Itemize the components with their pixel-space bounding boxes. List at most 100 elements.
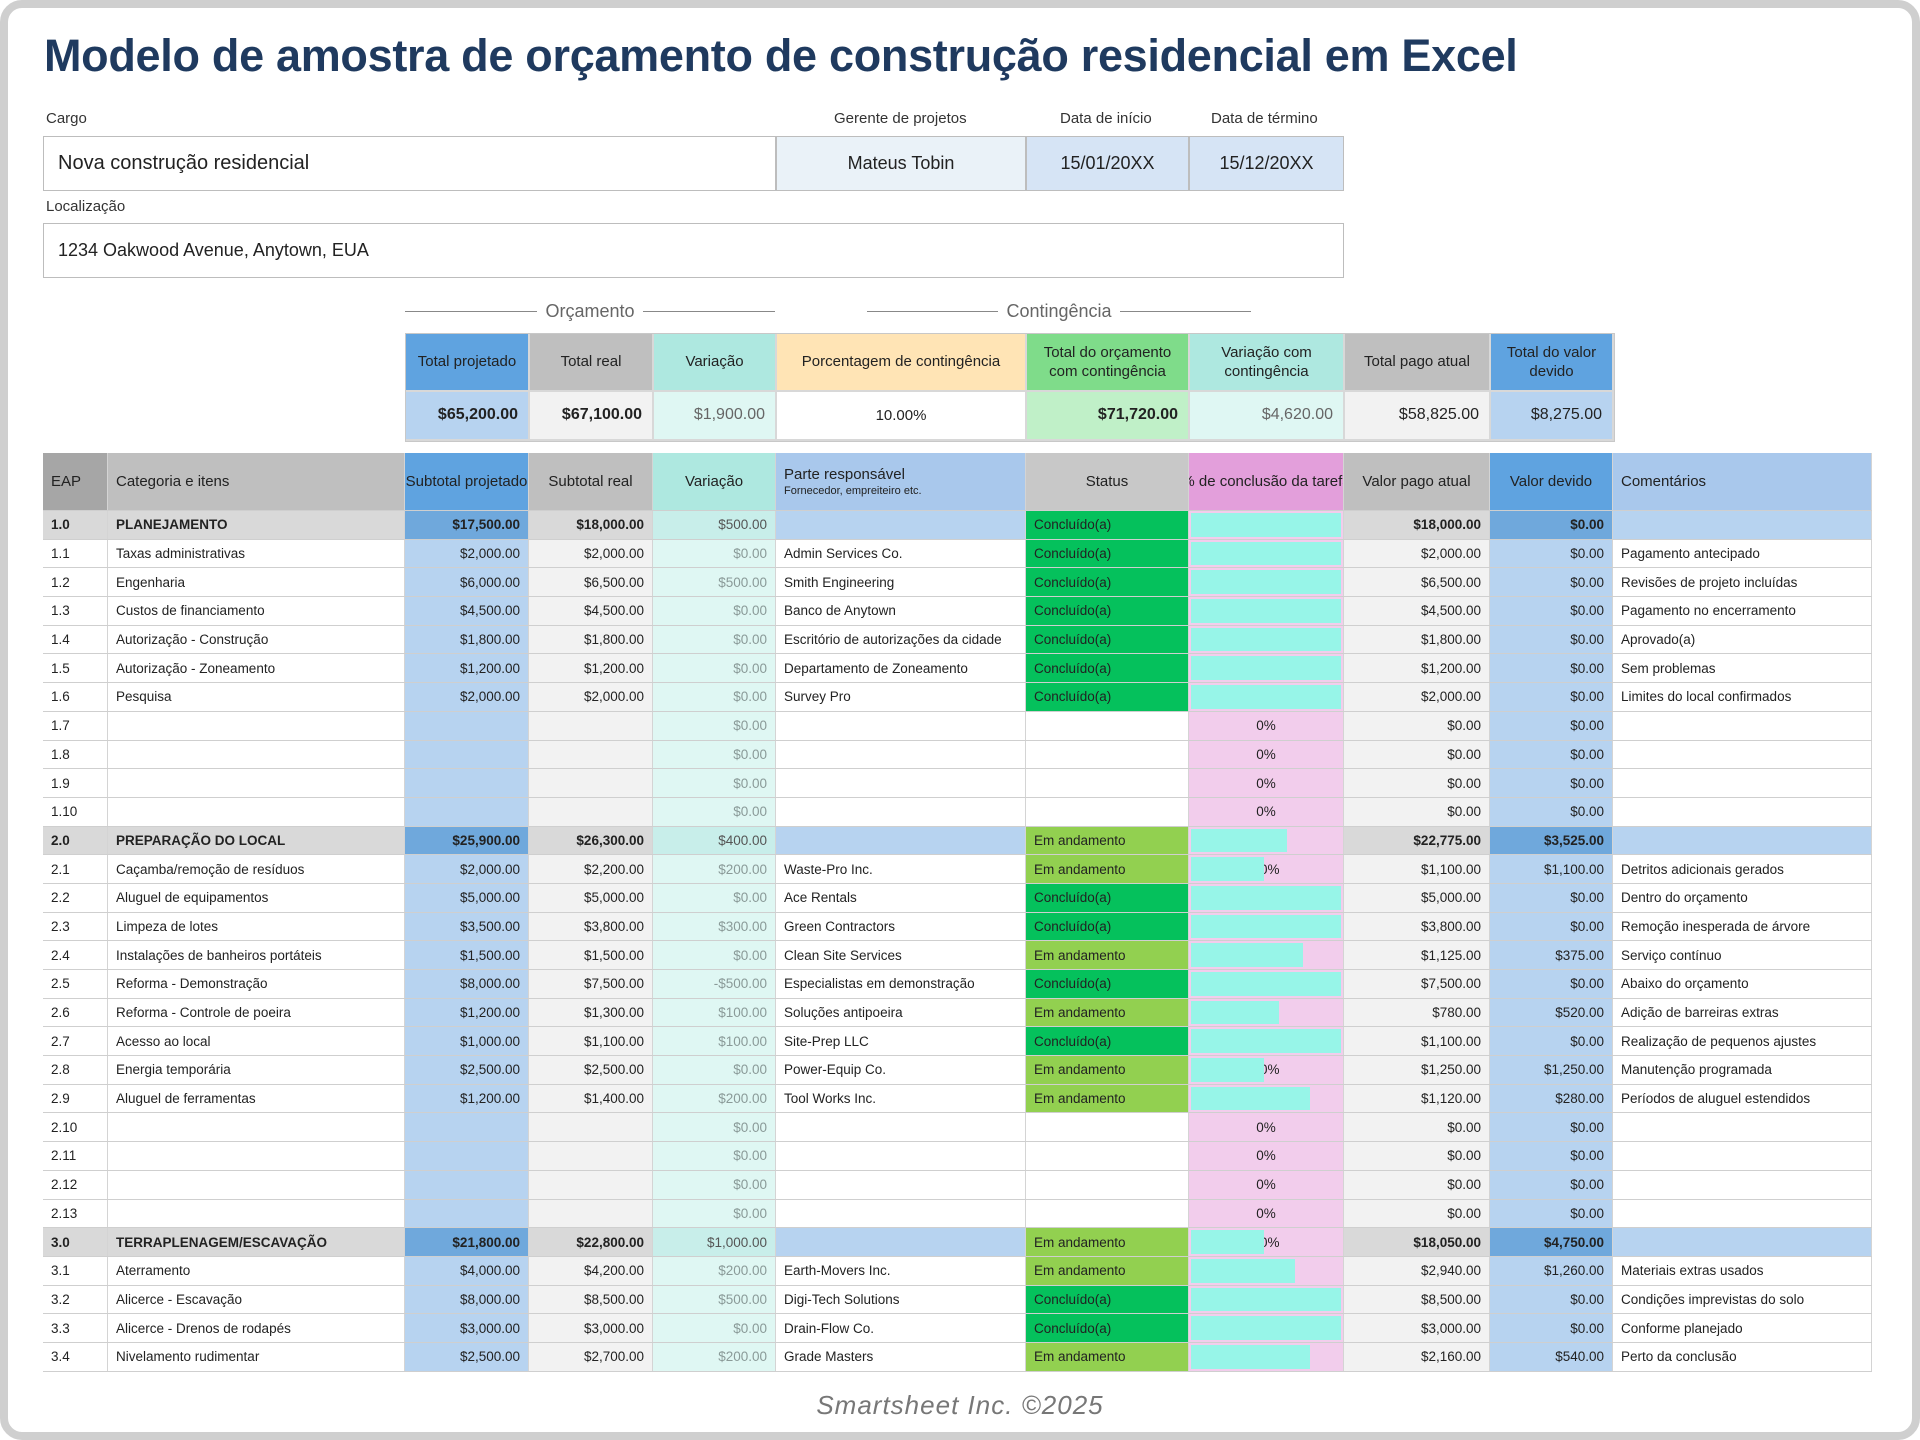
eap-cell[interactable]: 1.0 [43,511,108,539]
party-cell[interactable]: Clean Site Services [776,941,1026,969]
eap-cell[interactable]: 2.5 [43,970,108,998]
party-cell[interactable] [776,711,1026,740]
paid-cell[interactable]: $3,800.00 [1344,912,1490,941]
actual-cell[interactable] [529,711,653,740]
percent-complete-cell[interactable]: 0% [1189,1199,1344,1228]
variance-cell[interactable]: $0.00 [653,1314,776,1342]
variance-cell[interactable]: $0.00 [653,597,776,625]
paid-cell[interactable]: $18,000.00 [1344,511,1490,539]
item-cell[interactable]: Caçamba/remoção de resíduos [108,855,405,883]
comment-cell[interactable] [1613,1142,1872,1170]
comment-cell[interactable]: Manutenção programada [1613,1056,1872,1084]
status-cell[interactable] [1026,1170,1189,1199]
owed-cell[interactable]: $0.00 [1490,539,1613,568]
projected-cell[interactable]: $25,900.00 [405,826,529,855]
projected-cell[interactable]: $1,200.00 [405,1084,529,1113]
location-field[interactable]: 1234 Oakwood Avenue, Anytown, EUA [43,223,1344,278]
projected-cell[interactable]: $2,500.00 [405,1342,529,1371]
owed-cell[interactable]: $280.00 [1490,1084,1613,1113]
eap-cell[interactable]: 2.12 [43,1170,108,1199]
party-cell[interactable]: Green Contractors [776,912,1026,941]
variance-cell[interactable]: $0.00 [653,1056,776,1084]
owed-cell[interactable]: $3,525.00 [1490,826,1613,855]
percent-complete-cell[interactable]: 80% [1189,1084,1344,1113]
paid-cell[interactable]: $2,000.00 [1344,683,1490,711]
end-date-field[interactable]: 15/12/20XX [1189,136,1344,191]
actual-cell[interactable]: $1,800.00 [529,625,653,654]
owed-cell[interactable]: $1,260.00 [1490,1256,1613,1285]
comment-cell[interactable] [1613,1113,1872,1142]
actual-cell[interactable]: $1,400.00 [529,1084,653,1113]
percent-complete-cell[interactable]: 50% [1189,855,1344,883]
actual-cell[interactable]: $6,500.00 [529,568,653,597]
eap-cell[interactable]: 1.2 [43,568,108,597]
status-cell[interactable]: Concluído(a) [1026,625,1189,654]
actual-cell[interactable]: $2,000.00 [529,683,653,711]
summary-value-variance-with-contingency[interactable]: $4,620.00 [1190,392,1345,441]
variance-cell[interactable]: $200.00 [653,1256,776,1285]
variance-cell[interactable]: $500.00 [653,1285,776,1314]
item-cell[interactable]: TERRAPLENAGEM/ESCAVAÇÃO [108,1228,405,1256]
actual-cell[interactable]: $1,500.00 [529,941,653,969]
percent-complete-cell[interactable]: 0% [1189,1113,1344,1142]
percent-complete-cell[interactable]: 65% [1189,826,1344,855]
projected-cell[interactable]: $1,000.00 [405,1027,529,1056]
party-cell[interactable] [776,1142,1026,1170]
party-cell[interactable] [776,740,1026,769]
projected-cell[interactable]: $6,000.00 [405,568,529,597]
owed-cell[interactable]: $0.00 [1490,1314,1613,1342]
projected-cell[interactable]: $5,000.00 [405,883,529,912]
paid-cell[interactable]: $1,250.00 [1344,1056,1490,1084]
status-cell[interactable] [1026,1142,1189,1170]
percent-complete-cell[interactable]: 100% [1189,568,1344,597]
item-cell[interactable] [108,797,405,826]
party-cell[interactable] [776,826,1026,855]
eap-cell[interactable]: 1.4 [43,625,108,654]
party-cell[interactable]: Soluções antipoeira [776,998,1026,1027]
variance-cell[interactable]: $100.00 [653,1027,776,1056]
owed-cell[interactable]: $0.00 [1490,1170,1613,1199]
item-cell[interactable]: Reforma - Demonstração [108,970,405,998]
eap-cell[interactable]: 2.9 [43,1084,108,1113]
eap-cell[interactable]: 1.6 [43,683,108,711]
paid-cell[interactable]: $22,775.00 [1344,826,1490,855]
paid-cell[interactable]: $2,940.00 [1344,1256,1490,1285]
projected-cell[interactable] [405,769,529,797]
projected-cell[interactable]: $1,200.00 [405,998,529,1027]
eap-cell[interactable]: 2.3 [43,912,108,941]
eap-cell[interactable]: 3.4 [43,1342,108,1371]
percent-complete-cell[interactable]: 0% [1189,711,1344,740]
comment-cell[interactable] [1613,1199,1872,1228]
item-cell[interactable]: Alicerce - Escavação [108,1285,405,1314]
variance-cell[interactable]: $0.00 [653,654,776,683]
owed-cell[interactable]: $0.00 [1490,625,1613,654]
comment-cell[interactable]: Conforme planejado [1613,1314,1872,1342]
party-cell[interactable]: Power-Equip Co. [776,1056,1026,1084]
comment-cell[interactable]: Abaixo do orçamento [1613,970,1872,998]
summary-value-total-actual[interactable]: $67,100.00 [530,392,654,441]
owed-cell[interactable]: $0.00 [1490,568,1613,597]
party-cell[interactable]: Earth-Movers Inc. [776,1256,1026,1285]
item-cell[interactable]: Aluguel de equipamentos [108,883,405,912]
status-cell[interactable] [1026,1199,1189,1228]
party-cell[interactable]: Departamento de Zoneamento [776,654,1026,683]
item-cell[interactable]: Autorização - Zoneamento [108,654,405,683]
eap-cell[interactable]: 2.10 [43,1113,108,1142]
summary-value-contingency-percent[interactable]: 10.00% [777,392,1027,441]
status-cell[interactable]: Concluído(a) [1026,511,1189,539]
item-cell[interactable] [108,711,405,740]
paid-cell[interactable]: $1,800.00 [1344,625,1490,654]
status-cell[interactable]: Concluído(a) [1026,654,1189,683]
projected-cell[interactable]: $21,800.00 [405,1228,529,1256]
comment-cell[interactable]: Limites do local confirmados [1613,683,1872,711]
summary-value-total-paid[interactable]: $58,825.00 [1345,392,1491,441]
eap-cell[interactable]: 2.2 [43,883,108,912]
variance-cell[interactable]: $0.00 [653,539,776,568]
actual-cell[interactable]: $1,100.00 [529,1027,653,1056]
party-cell[interactable]: Admin Services Co. [776,539,1026,568]
summary-value-total-projected[interactable]: $65,200.00 [406,392,530,441]
owed-cell[interactable]: $1,250.00 [1490,1056,1613,1084]
variance-cell[interactable]: $0.00 [653,625,776,654]
variance-cell[interactable]: $500.00 [653,511,776,539]
eap-cell[interactable]: 2.11 [43,1142,108,1170]
